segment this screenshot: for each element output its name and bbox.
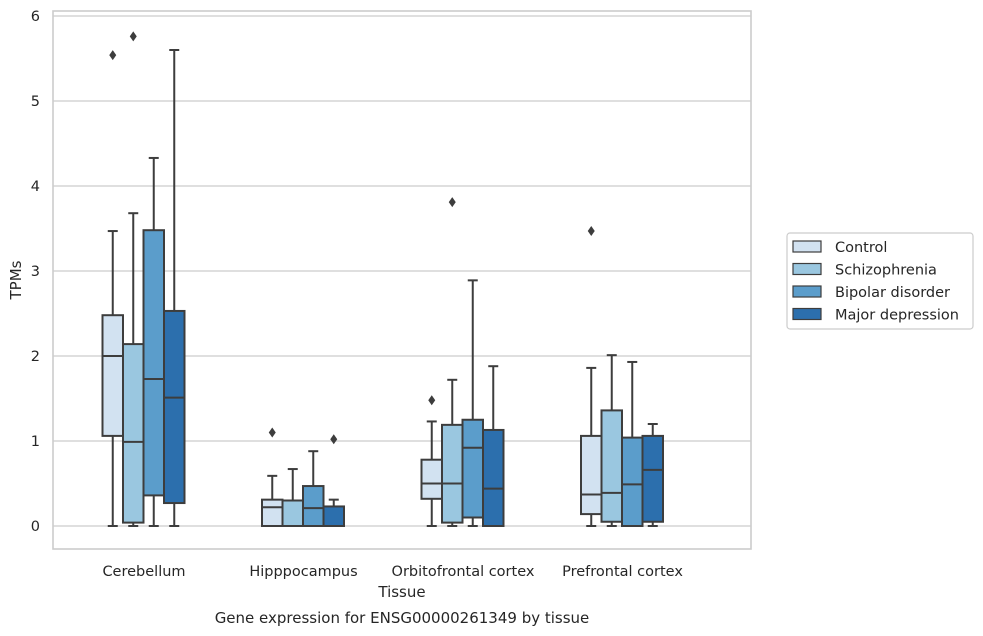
box — [163, 309, 186, 505]
y-tick-label: 3 — [31, 264, 40, 280]
box — [101, 314, 124, 437]
box — [420, 458, 443, 500]
y-tick-label: 0 — [31, 519, 40, 535]
x-tick-label: Prefrontal cortex — [562, 564, 683, 580]
box — [600, 409, 623, 523]
box-group — [482, 365, 505, 528]
chart-caption: Gene expression for ENSG00000261349 by t… — [215, 609, 590, 627]
legend-swatch — [792, 307, 822, 321]
outlier-point — [428, 395, 436, 406]
y-tick-label: 5 — [31, 94, 40, 110]
outlier-point — [448, 197, 456, 208]
box — [302, 485, 325, 527]
outlier-point — [129, 31, 137, 42]
legend-swatch — [792, 262, 822, 276]
y-tick-label: 4 — [31, 179, 40, 195]
box-group — [281, 468, 304, 527]
box — [142, 229, 165, 497]
box — [261, 498, 284, 527]
box-group — [302, 450, 325, 527]
box-group — [322, 434, 345, 528]
box-plot-series — [101, 31, 664, 528]
box-group — [101, 50, 124, 527]
box — [441, 423, 464, 524]
box-group — [122, 31, 145, 527]
legend-label: Major depression — [835, 308, 959, 324]
box-group — [641, 423, 664, 527]
y-tick-label: 2 — [31, 349, 40, 365]
box-group — [261, 427, 284, 527]
box-group — [621, 360, 644, 528]
x-tick-label: Orbitofrontal cortex — [392, 564, 535, 580]
box-group — [420, 395, 443, 527]
y-axis-ticks: 0 1 2 3 4 5 6 — [31, 9, 40, 535]
y-tick-label: 1 — [31, 434, 40, 450]
outlier-point — [587, 226, 595, 237]
box-group — [163, 49, 186, 527]
x-tick-label: Hipppocampus — [249, 564, 357, 580]
y-axis-label: TPMs — [7, 260, 25, 300]
legend-label: Schizophrenia — [835, 263, 937, 279]
outlier-point — [268, 427, 276, 438]
box-group — [441, 197, 464, 527]
plot-frame — [52, 10, 752, 550]
x-tick-label: Cerebellum — [102, 564, 185, 580]
box-group — [600, 354, 623, 527]
box — [281, 499, 304, 527]
x-axis-label: Tissue — [377, 583, 425, 601]
box — [621, 436, 644, 528]
legend-frame — [786, 232, 974, 330]
box-group — [461, 279, 484, 527]
legend: Control Schizophrenia Bipolar disorder Majo… — [786, 232, 974, 330]
box — [482, 428, 505, 528]
box — [641, 434, 664, 523]
outlier-point — [330, 434, 338, 445]
legend-swatch — [792, 240, 822, 253]
box-group — [142, 156, 165, 527]
box-group — [580, 226, 603, 527]
legend-label: Control — [835, 240, 887, 256]
box — [322, 505, 345, 528]
outlier-point — [109, 50, 117, 61]
x-axis-ticks: Cerebellum Hipppocampus Orbitofrontal cort… — [102, 564, 683, 580]
y-tick-label: 6 — [31, 9, 40, 25]
legend-label: Bipolar disorder — [835, 285, 950, 301]
legend-swatch — [792, 285, 822, 298]
box — [461, 418, 484, 519]
box — [580, 434, 603, 516]
box — [122, 343, 145, 524]
